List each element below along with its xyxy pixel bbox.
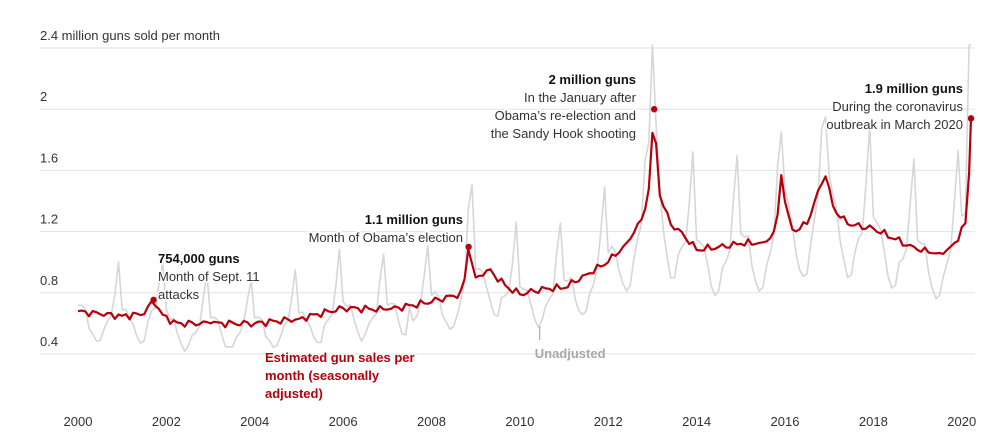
x-tick-label: 2012 [594, 414, 623, 429]
unadjusted-series-label: Unadjusted [535, 346, 606, 361]
annotation-point [967, 115, 975, 122]
y-tick-label: 1.6 [40, 150, 58, 165]
adjusted-series-label: Estimated gun sales per [265, 350, 415, 365]
annotation-point [150, 296, 157, 304]
annotation-title: 1.1 million guns [365, 212, 463, 227]
annotation-title: 754,000 guns [158, 251, 240, 266]
annotation-text: During the coronavirus [832, 99, 963, 114]
unadjusted-series-line [77, 44, 971, 353]
annotation-title: 1.9 million guns [865, 81, 963, 96]
y-tick-label: 1.2 [40, 212, 58, 227]
y-tick-label: 2 [40, 89, 47, 104]
annotation-text: attacks [158, 287, 200, 302]
y-tick-label: 0.4 [40, 334, 58, 349]
x-tick-label: 2016 [771, 414, 800, 429]
x-tick-label: 2010 [505, 414, 534, 429]
x-tick-label: 2018 [859, 414, 888, 429]
x-tick-label: 2006 [329, 414, 358, 429]
annotation-text: outbreak in March 2020 [826, 117, 963, 132]
y-tick-label: 0.8 [40, 273, 58, 288]
adjusted-series-label: adjusted) [265, 386, 323, 401]
x-tick-label: 2014 [682, 414, 711, 429]
annotation-text: In the January after [524, 90, 637, 105]
annotation-text: Obama’s re-election and [495, 108, 636, 123]
annotation-text: Month of Obama’s election [309, 230, 463, 245]
annotation-point [651, 106, 658, 113]
adjusted-series-label: month (seasonally [265, 368, 380, 383]
annotation-text: the Sandy Hook shooting [491, 126, 636, 141]
annotation-title: 2 million guns [549, 72, 636, 87]
annotation-point [465, 243, 472, 251]
x-tick-label: 2008 [417, 414, 446, 429]
adjusted-series-line [77, 118, 973, 329]
x-tick-label: 2000 [64, 414, 93, 429]
x-tick-label: 2002 [152, 414, 181, 429]
x-tick-label: 2020 [947, 414, 976, 429]
x-tick-label: 2004 [240, 414, 269, 429]
y-tick-label: 2.4 million guns sold per month [40, 28, 220, 43]
annotation-text: Month of Sept. 11 [158, 269, 260, 284]
